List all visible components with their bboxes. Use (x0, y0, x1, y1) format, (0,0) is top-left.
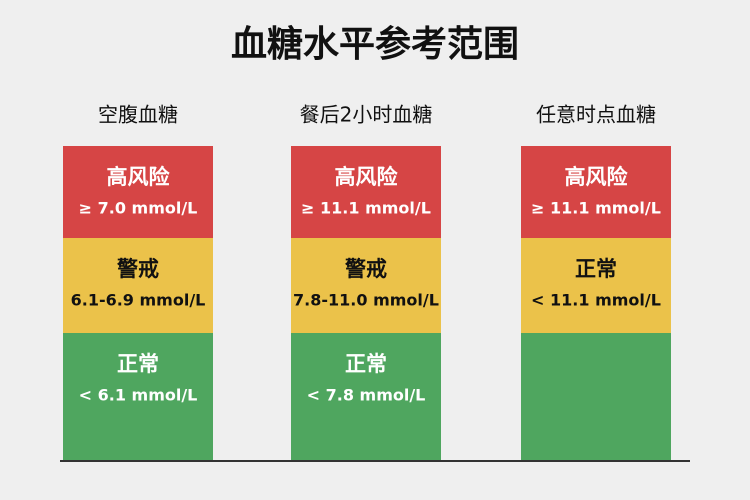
segment-label: 正常 (117, 352, 159, 376)
segment-range: < 7.8 mmol/L (307, 386, 426, 405)
segment-range: 6.1-6.9 mmol/L (71, 291, 206, 310)
segment-range: 7.8-11.0 mmol/L (293, 291, 439, 310)
title: 血糖水平参考范围 (231, 24, 519, 65)
segment-range: ≥ 11.1 mmol/L (531, 199, 661, 218)
segment-range: ≥ 7.0 mmol/L (79, 199, 198, 218)
column-header: 任意时点血糖 (536, 103, 656, 127)
segment-label: 警戒 (116, 257, 159, 281)
segment (63, 238, 213, 333)
segment (521, 238, 671, 333)
segment-range: ≥ 11.1 mmol/L (301, 199, 431, 218)
segment (291, 146, 441, 238)
segment (63, 333, 213, 460)
segment-label: 高风险 (565, 165, 629, 189)
segment-range: < 11.1 mmol/L (531, 291, 661, 310)
segment (521, 333, 671, 460)
segment-range: < 6.1 mmol/L (79, 386, 198, 405)
segment-label: 正常 (575, 257, 617, 281)
segment (521, 146, 671, 238)
column-header: 餐后2小时血糖 (300, 103, 433, 127)
column-header: 空腹血糖 (98, 103, 178, 127)
segment (63, 146, 213, 238)
segment (291, 333, 441, 460)
segment-label: 高风险 (335, 165, 399, 189)
segment-label: 警戒 (344, 257, 387, 281)
segment-label: 高风险 (107, 165, 171, 189)
segment (291, 238, 441, 333)
segment-label: 正常 (345, 352, 387, 376)
